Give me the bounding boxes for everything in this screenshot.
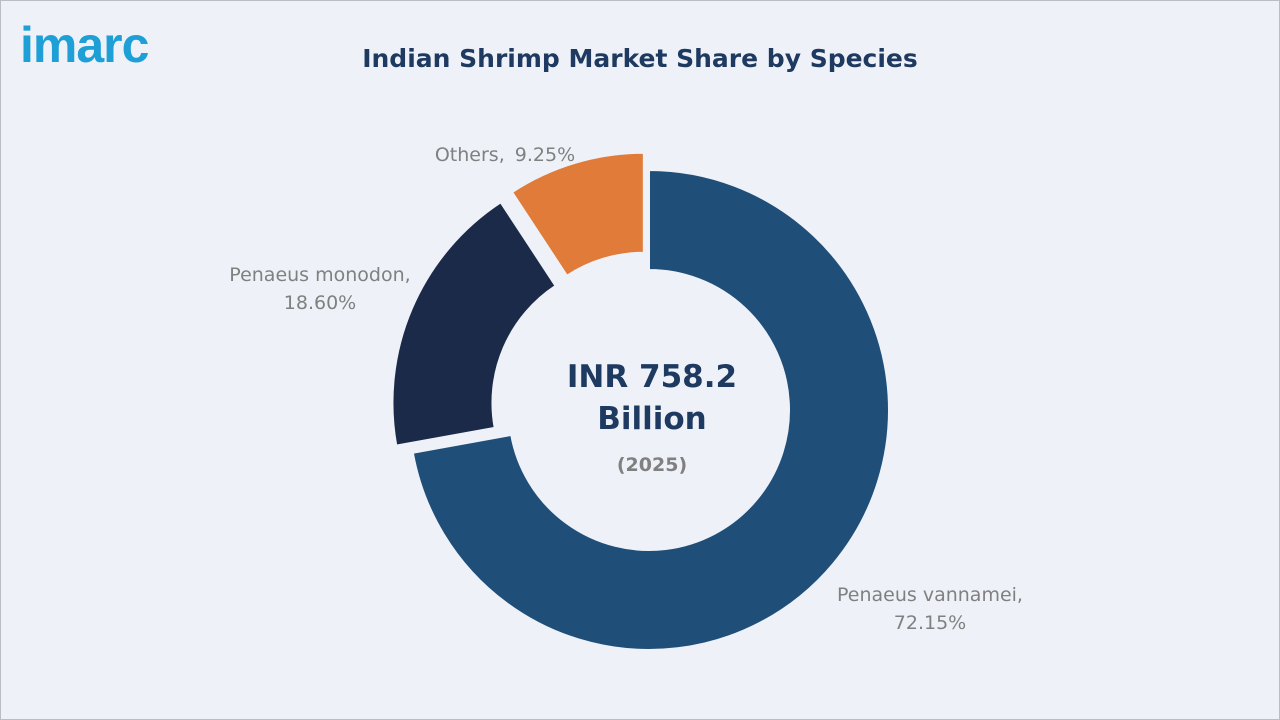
chart-title: Indian Shrimp Market Share by Species xyxy=(362,44,918,73)
center-value: INR 758.2 xyxy=(567,359,737,395)
label-monodon-value: 18.60% xyxy=(284,292,356,314)
center-year: (2025) xyxy=(617,454,687,476)
label-vannamei-value: 72.15% xyxy=(894,612,966,634)
label-monodon-name: Penaeus monodon, xyxy=(229,264,410,286)
imarc-logo: imarc xyxy=(20,17,149,73)
label-others: Others, 9.25% xyxy=(435,144,575,166)
slice-others xyxy=(510,151,645,278)
slice-penaeus-vannamei xyxy=(411,168,890,651)
center-unit: Billion xyxy=(597,401,707,437)
label-vannamei-name: Penaeus vannamei, xyxy=(837,584,1023,606)
slice-penaeus-monodon xyxy=(391,200,557,447)
